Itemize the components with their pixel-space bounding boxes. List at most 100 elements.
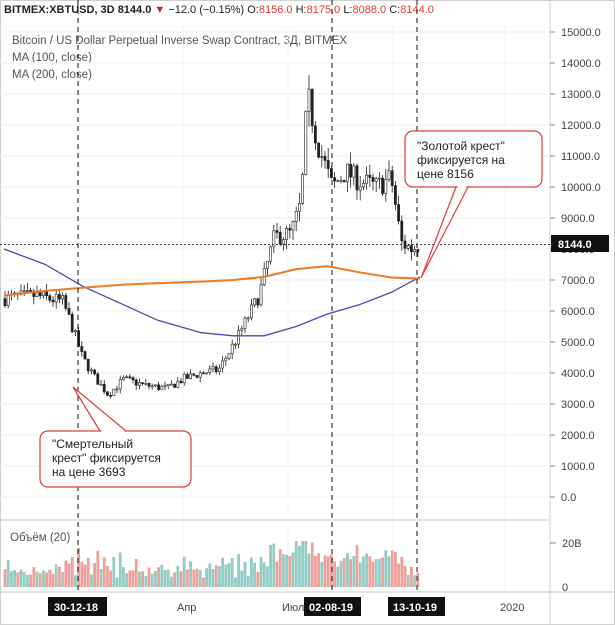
candle-body bbox=[326, 160, 330, 169]
candle-body bbox=[205, 372, 209, 375]
volume-bar bbox=[166, 569, 170, 587]
high-value: 8175.0 bbox=[307, 4, 341, 16]
candle-body bbox=[265, 260, 269, 269]
volume-bar bbox=[384, 550, 388, 587]
volume-bar bbox=[282, 554, 285, 587]
candle-body bbox=[83, 351, 87, 360]
candle-body bbox=[22, 290, 26, 292]
open-value: 8156.0 bbox=[259, 4, 293, 16]
volume-bars bbox=[3, 541, 420, 587]
candle-body bbox=[48, 295, 52, 301]
volume-bar bbox=[307, 553, 311, 587]
candle-body bbox=[144, 382, 148, 385]
volume-bar bbox=[323, 555, 327, 587]
price-tick-label: 12000.0 bbox=[561, 120, 601, 132]
candle-body bbox=[80, 346, 84, 352]
volume-bar bbox=[26, 574, 29, 587]
volume-bar bbox=[138, 571, 141, 587]
volume-bar bbox=[182, 556, 186, 587]
candle-body bbox=[275, 230, 279, 233]
open-label: O: bbox=[247, 4, 259, 16]
change-arrow-icon: ▼ bbox=[151, 4, 168, 16]
volume-bar bbox=[154, 570, 157, 587]
price-tick-label: 3000.0 bbox=[561, 399, 595, 411]
high-label: H: bbox=[296, 4, 307, 16]
price-tick-label: 1000.0 bbox=[561, 461, 595, 473]
volume-bar bbox=[202, 577, 205, 587]
candle-body bbox=[246, 317, 250, 320]
candle-body bbox=[320, 156, 324, 158]
volume-bar bbox=[58, 566, 61, 587]
volume-bar bbox=[131, 570, 135, 587]
candle-body bbox=[400, 220, 404, 242]
volume-bar bbox=[64, 560, 68, 587]
candle-body bbox=[336, 180, 340, 183]
candle-body bbox=[259, 284, 263, 306]
volume-bar bbox=[410, 566, 413, 587]
volume-bar bbox=[170, 576, 173, 587]
candle-body bbox=[125, 376, 129, 379]
candle-body bbox=[230, 343, 234, 354]
candle-body bbox=[294, 210, 298, 222]
candle-body bbox=[122, 377, 125, 380]
volume-bar bbox=[362, 556, 365, 587]
candle-body bbox=[387, 170, 391, 180]
volume-bar bbox=[77, 548, 80, 587]
candle-body bbox=[224, 357, 228, 362]
candle-body bbox=[218, 367, 221, 373]
candle-body bbox=[128, 376, 132, 379]
volume-bar bbox=[301, 541, 304, 587]
volume-bar bbox=[83, 564, 87, 587]
candle-body bbox=[304, 110, 308, 175]
volume-bar bbox=[160, 564, 164, 587]
instrument-title: Bitcoin / US Dollar Perpetual Inverse Sw… bbox=[12, 35, 347, 47]
time-marker-30-12-18: 30-12-18 bbox=[48, 597, 107, 616]
volume-bar bbox=[294, 541, 298, 587]
candle-body bbox=[301, 174, 305, 204]
candle-body bbox=[86, 358, 90, 372]
price-tick-label: 2000.0 bbox=[561, 430, 595, 442]
candle-body bbox=[374, 178, 378, 182]
volume-bar bbox=[298, 545, 301, 587]
candle-body bbox=[154, 384, 157, 387]
volume-bar bbox=[218, 566, 221, 587]
volume-bar bbox=[214, 565, 218, 587]
candle-body bbox=[352, 165, 356, 178]
candle-body bbox=[134, 379, 138, 386]
candle-body bbox=[333, 177, 337, 182]
last-price: 8144.0 bbox=[118, 4, 152, 16]
candle-body bbox=[285, 228, 289, 240]
death-cross-line-3: на цене 3693 bbox=[52, 465, 126, 479]
price-tick-label: 13000.0 bbox=[561, 89, 601, 101]
volume-bar bbox=[243, 561, 247, 587]
volume-bar bbox=[278, 549, 282, 587]
volume-bar bbox=[253, 562, 256, 587]
volume-bar bbox=[342, 558, 346, 587]
candle-body bbox=[99, 383, 103, 386]
candle-body bbox=[211, 366, 215, 370]
volume-bar bbox=[330, 554, 333, 587]
close-label: C: bbox=[389, 4, 400, 16]
low-value: 8088.0 bbox=[353, 4, 387, 16]
candle-body bbox=[272, 230, 276, 248]
volume-bar bbox=[13, 570, 16, 587]
volume-bar bbox=[22, 572, 26, 587]
candle-body bbox=[70, 314, 74, 333]
volume-bar bbox=[346, 553, 349, 587]
candle-body bbox=[176, 380, 180, 388]
volume-axis-20b: 20B bbox=[562, 538, 582, 550]
volume-bar bbox=[368, 556, 372, 587]
candle-body bbox=[3, 298, 7, 306]
candle-body bbox=[25, 290, 29, 292]
candle-body bbox=[310, 88, 314, 127]
candle-body bbox=[416, 249, 420, 253]
volume-bar bbox=[125, 573, 128, 587]
candle-body bbox=[313, 125, 317, 144]
candle-body bbox=[29, 290, 33, 292]
volume-bar bbox=[42, 570, 45, 587]
candle-body bbox=[278, 232, 282, 245]
volume-bar bbox=[198, 570, 202, 587]
candle-body bbox=[45, 291, 49, 297]
candle-body bbox=[192, 373, 196, 376]
